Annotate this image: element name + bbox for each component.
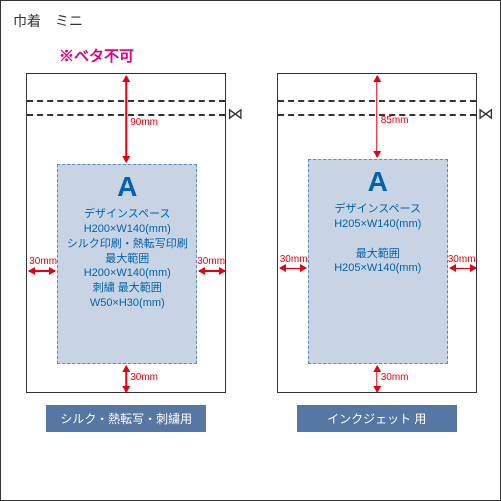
panel-caption: シルク・熱転写・刺繍用	[46, 405, 206, 432]
tie-icon: ⋈	[478, 104, 494, 124]
dim-arrow-left	[280, 268, 306, 270]
bag-outline: ⋈AデザインスペースH200×W140(mm)シルク印刷・熱転写印刷最大範囲H2…	[26, 73, 226, 393]
dim-label-bottom: 30mm	[381, 372, 409, 383]
dim-arrow-left	[29, 270, 55, 272]
panel-caption: インクジェット 用	[297, 405, 457, 432]
dim-arrow-bottom	[376, 366, 378, 392]
area-letter: A	[58, 171, 196, 203]
dim-label-bottom: 30mm	[130, 372, 158, 383]
dim-arrow-right	[199, 270, 225, 272]
dim-arrow-bottom	[126, 366, 128, 392]
panel-inkjet: ⋈AデザインスペースH205×W140(mm) 最大範囲H205×W140(mm…	[277, 73, 477, 432]
area-letter: A	[309, 166, 447, 198]
dim-label-left: 30mm	[29, 256, 57, 267]
dim-arrow-right	[450, 268, 476, 270]
dim-label-top: 85mm	[381, 115, 409, 126]
page-title: 巾着 ミニ	[13, 11, 83, 31]
warning-text: ※ベタ不可	[59, 45, 134, 66]
design-area: A デザインスペースH205×W140(mm) 最大範囲H205×W140(mm)	[308, 159, 448, 364]
panels-container: ⋈ A デザインスペースH200×W140(mm)シルク印刷・熱転写印刷最大範囲H2…	[1, 73, 501, 432]
dim-label-right: 30mm	[197, 256, 225, 267]
bag-outline: ⋈AデザインスペースH205×W140(mm) 最大範囲H205×W140(mm…	[277, 73, 477, 393]
dim-label-right: 30mm	[448, 254, 476, 265]
tie-icon: ⋈	[227, 104, 243, 124]
area-text: デザインスペースH205×W140(mm) 最大範囲H205×W140(mm)	[309, 202, 447, 276]
dim-label-top: 90mm	[130, 117, 158, 128]
panel-silk: ⋈AデザインスペースH200×W140(mm)シルク印刷・熱転写印刷最大範囲H2…	[26, 73, 226, 432]
area-text: デザインスペースH200×W140(mm)シルク印刷・熱転写印刷最大範囲H200…	[58, 207, 196, 311]
dim-arrow-top	[126, 76, 128, 162]
design-area: A デザインスペースH200×W140(mm)シルク印刷・熱転写印刷最大範囲H20…	[57, 164, 197, 364]
dim-label-left: 30mm	[280, 254, 308, 265]
dim-arrow-top	[376, 76, 378, 157]
